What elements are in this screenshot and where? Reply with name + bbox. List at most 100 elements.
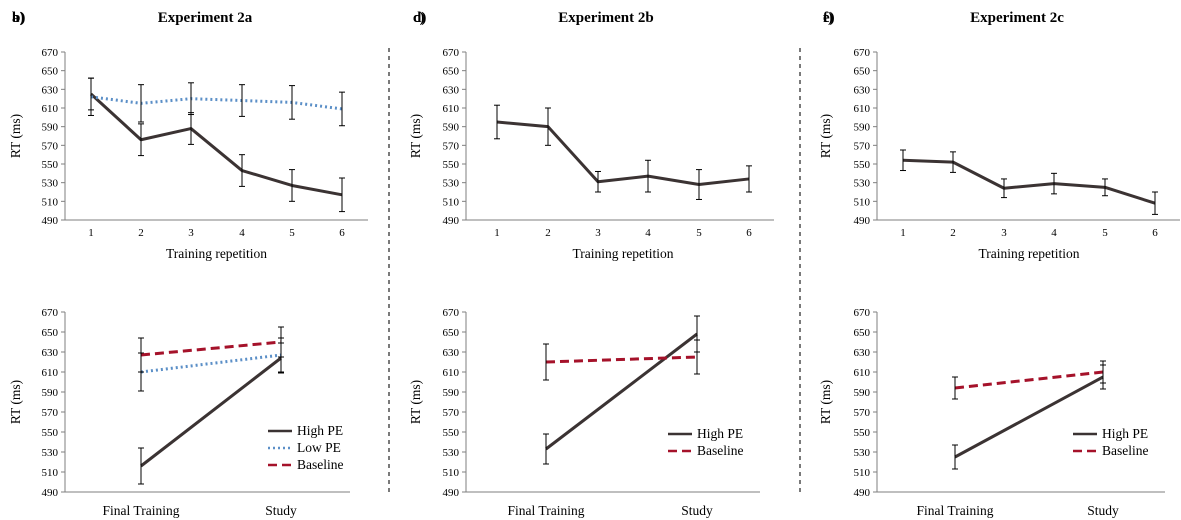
panel-letter: f)	[823, 10, 833, 26]
x-tick-label: Final Training	[508, 503, 585, 518]
x-tick-label: Final Training	[917, 503, 994, 518]
legend-label: High PE	[697, 426, 743, 441]
x-tick-label: Study	[1087, 503, 1119, 518]
series-line	[545, 332, 698, 451]
y-tick-label: 650	[42, 66, 59, 78]
x-tick-label: 5	[289, 227, 295, 239]
series-line	[89, 92, 343, 197]
y-tick-label: 490	[854, 487, 871, 499]
x-tick-label: 4	[239, 227, 245, 239]
y-tick-label: 550	[854, 159, 871, 171]
chart-panel: f) 490 510 530 550 570 590 610 630 650 670 Final Tr…	[818, 10, 1165, 518]
y-tick-label: 530	[443, 178, 460, 190]
y-tick-label: 590	[443, 122, 460, 134]
x-tick-label: Final Training	[103, 503, 180, 518]
y-tick-label: 550	[42, 159, 59, 171]
x-tick-label: 1	[494, 227, 500, 239]
x-tick-label: 3	[1001, 227, 1007, 239]
y-tick-label: 530	[42, 178, 59, 190]
y-tick-label: 650	[854, 66, 871, 78]
y-tick-label: 510	[443, 196, 460, 208]
x-tick-label: 2	[545, 227, 551, 239]
y-tick-label: 510	[443, 467, 460, 479]
y-tick-label: 550	[443, 427, 460, 439]
x-tick-label: Study	[681, 503, 713, 518]
y-tick-label: 490	[854, 215, 871, 227]
y-tick-label: 610	[42, 367, 59, 379]
x-tick-label: 1	[88, 227, 94, 239]
x-tick-label: 5	[696, 227, 702, 239]
y-tick-label: 490	[42, 487, 59, 499]
y-tick-label: 550	[42, 427, 59, 439]
y-tick-label: 570	[42, 140, 59, 152]
y-tick-label: 570	[443, 407, 460, 419]
y-tick-label: 650	[854, 327, 871, 339]
panel-letter: c)	[413, 10, 425, 26]
x-tick-label: 2	[138, 227, 144, 239]
y-tick-label: 530	[854, 447, 871, 459]
y-tick-label: 590	[42, 122, 59, 134]
y-tick-label: 610	[443, 103, 460, 115]
y-tick-label: 630	[854, 347, 871, 359]
y-axis-label: RT (ms)	[818, 380, 833, 424]
chart-panel: e) Experiment 2c 490 510 530 550 570 590 610 630 6…	[818, 10, 1180, 261]
legend-label: High PE	[1102, 426, 1148, 441]
series-line	[90, 95, 343, 111]
y-tick-label: 490	[443, 215, 460, 227]
y-tick-label: 610	[854, 367, 871, 379]
y-tick-label: 670	[854, 47, 871, 59]
chart-panel: a) Experiment 2a 490 510 530 550 570 590 610 630 6…	[8, 10, 368, 261]
series-line	[140, 356, 282, 468]
x-tick-label: 6	[1152, 227, 1158, 239]
y-tick-label: 630	[42, 84, 59, 96]
y-tick-label: 530	[42, 447, 59, 459]
y-tick-label: 630	[42, 347, 59, 359]
x-tick-label: 2	[950, 227, 956, 239]
y-tick-label: 490	[42, 215, 59, 227]
y-tick-label: 510	[42, 196, 59, 208]
y-tick-label: 610	[443, 367, 460, 379]
panel-letter: e)	[823, 10, 835, 26]
y-tick-label: 550	[443, 159, 460, 171]
x-tick-label: 5	[1102, 227, 1108, 239]
y-tick-label: 610	[42, 103, 59, 115]
series-line	[496, 120, 750, 187]
panel-letter: b)	[12, 10, 25, 26]
chart-title: Experiment 2c	[970, 10, 1064, 26]
legend-label: High PE	[297, 423, 343, 438]
series-line	[140, 340, 282, 357]
y-axis-label: RT (ms)	[8, 380, 23, 424]
y-axis-label: RT (ms)	[8, 114, 23, 158]
chart-title: Experiment 2a	[158, 10, 253, 26]
y-tick-label: 670	[42, 307, 59, 319]
x-tick-label: 4	[1051, 227, 1057, 239]
y-tick-label: 670	[443, 307, 460, 319]
y-tick-label: 570	[854, 140, 871, 152]
x-tick-label: 6	[746, 227, 752, 239]
y-tick-label: 630	[443, 347, 460, 359]
series-line	[902, 158, 1156, 205]
x-axis-label: Training repetition	[166, 246, 267, 261]
panel-letter: a)	[12, 10, 25, 26]
y-tick-label: 590	[443, 387, 460, 399]
legend-label: Baseline	[1102, 443, 1149, 458]
y-tick-label: 650	[443, 66, 460, 78]
series-line	[545, 355, 698, 364]
y-tick-label: 650	[42, 327, 59, 339]
y-tick-label: 630	[443, 84, 460, 96]
y-tick-label: 530	[443, 447, 460, 459]
y-tick-label: 630	[854, 84, 871, 96]
x-tick-label: Study	[265, 503, 297, 518]
y-tick-label: 570	[854, 407, 871, 419]
y-tick-label: 650	[443, 327, 460, 339]
chart-title: Experiment 2b	[558, 10, 653, 26]
legend-label: Low PE	[297, 440, 341, 455]
y-tick-label: 490	[443, 487, 460, 499]
y-tick-label: 610	[854, 103, 871, 115]
chart-panel: d) 490 510 530 550 570 590 610 630 650 670 Final Tr…	[408, 10, 760, 518]
x-tick-label: 4	[645, 227, 651, 239]
x-tick-label: 1	[900, 227, 906, 239]
x-axis-label: Training repetition	[978, 246, 1079, 261]
chart-panel: c) Experiment 2b 490 510 530 550 570 590 610 630 6…	[408, 10, 774, 261]
